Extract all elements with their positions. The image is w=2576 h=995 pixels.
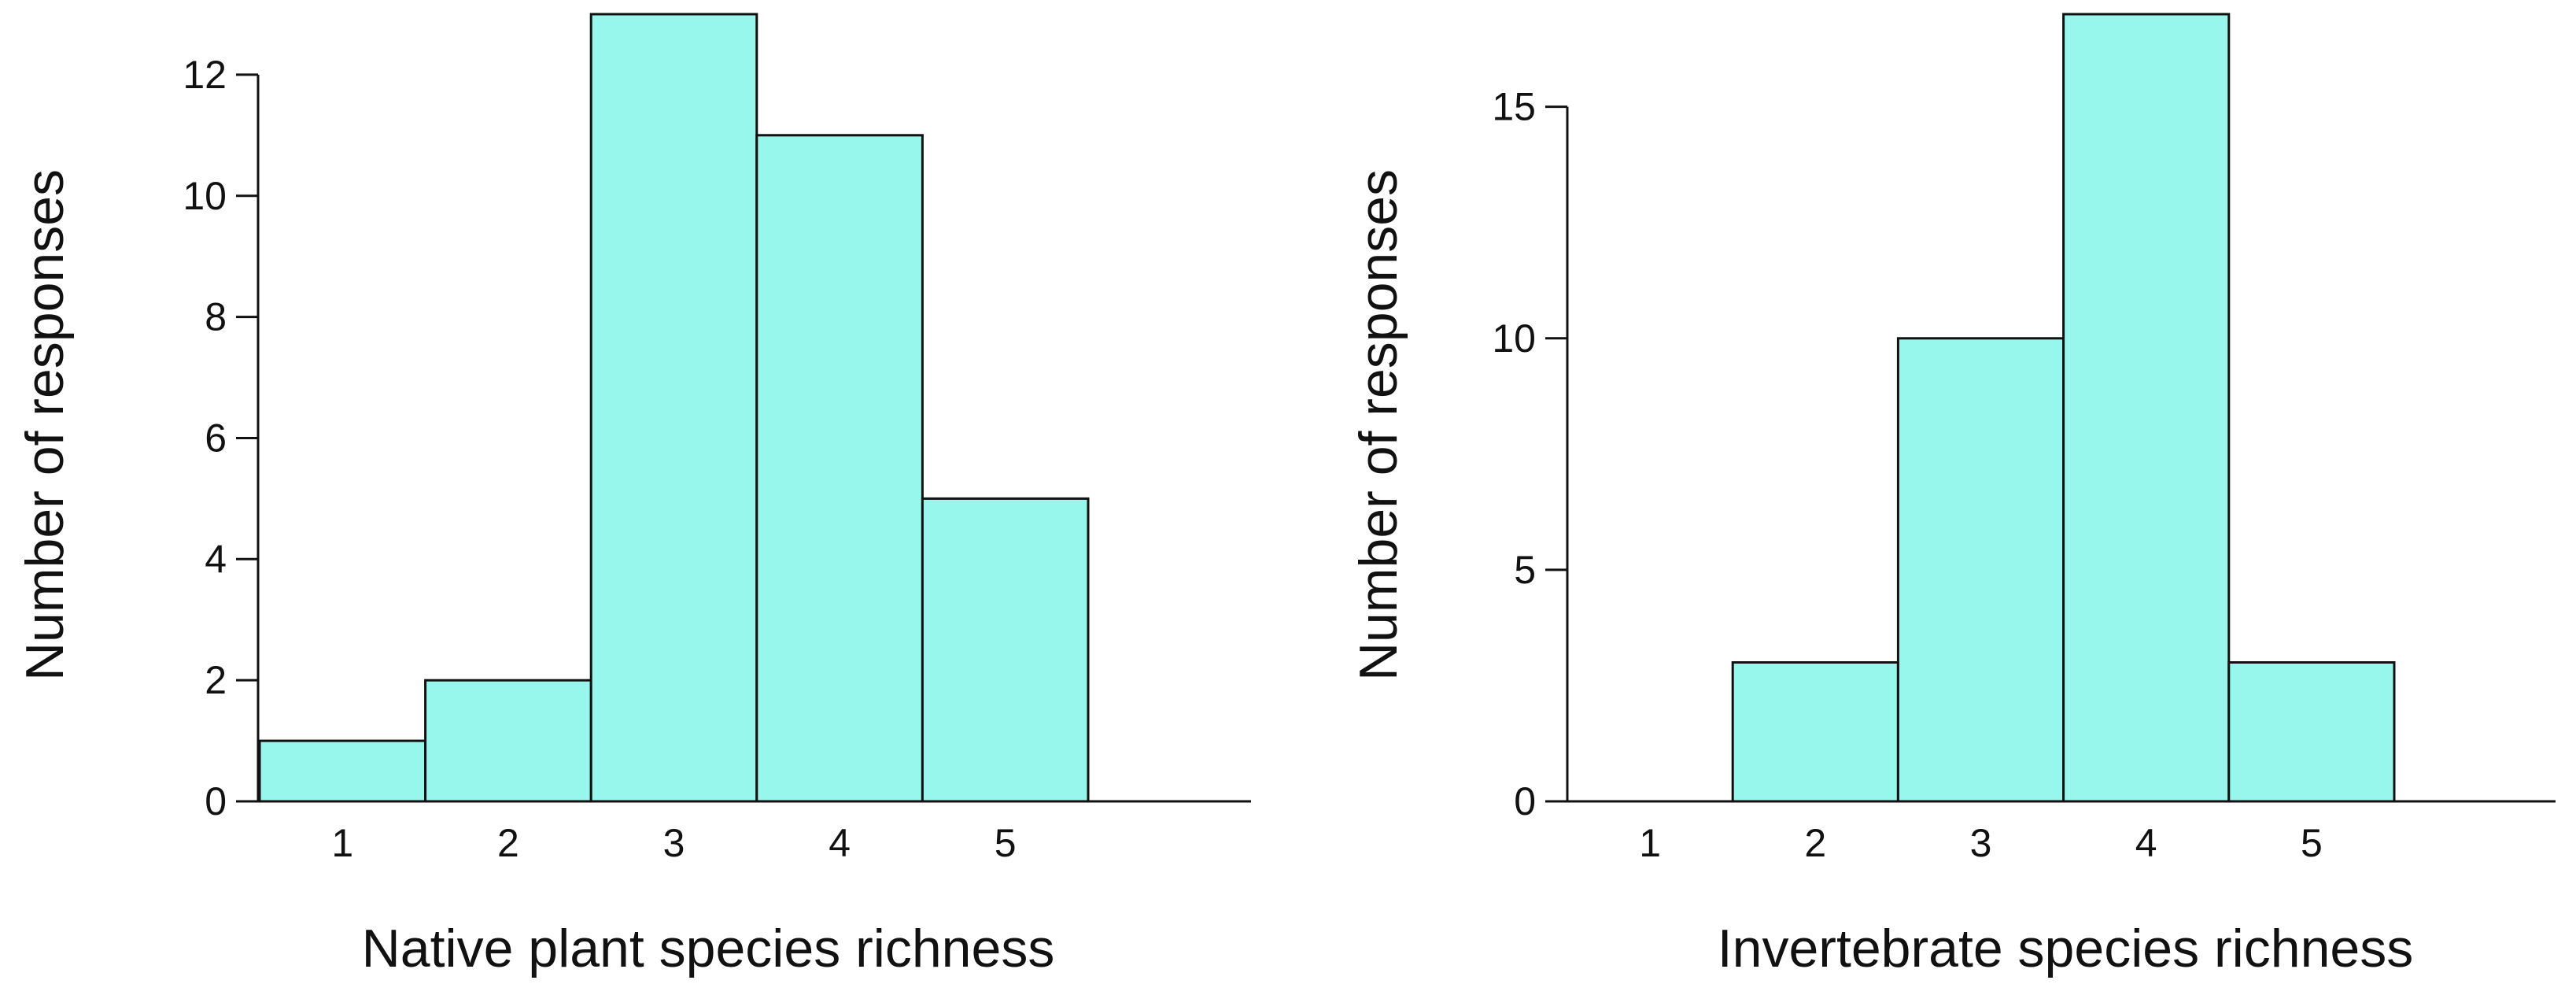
y-axis-title: Number of responses xyxy=(1349,169,1408,681)
bar-4 xyxy=(2062,13,2231,803)
y-tick-label-8: 8 xyxy=(205,295,227,339)
x-axis-title: Invertebrate species richness xyxy=(1718,919,2413,978)
y-tick-label-6: 6 xyxy=(205,416,227,460)
x-tick-label-4: 4 xyxy=(2135,821,2157,865)
x-axis-title: Native plant species richness xyxy=(362,919,1055,978)
x-tick-label-4: 4 xyxy=(829,821,851,865)
y-tick-label-10: 10 xyxy=(1492,316,1536,361)
x-tick-label-2: 2 xyxy=(1804,821,1826,865)
y-tick-label-4: 4 xyxy=(205,537,227,581)
y-tick-label-0: 0 xyxy=(1514,779,1536,823)
bar-3 xyxy=(1896,337,2065,803)
y-tick-label-5: 5 xyxy=(1514,548,1536,592)
x-tick-label-2: 2 xyxy=(497,821,519,865)
y-tick-label-15: 15 xyxy=(1492,85,1536,129)
y-tick-label-12: 12 xyxy=(183,53,227,97)
x-tick-label-1: 1 xyxy=(331,821,353,865)
bar-2 xyxy=(1731,661,1899,803)
x-tick-label-5: 5 xyxy=(995,821,1017,865)
y-tick-label-2: 2 xyxy=(205,658,227,702)
x-tick-label-5: 5 xyxy=(2301,821,2323,865)
y-tick-label-10: 10 xyxy=(183,174,227,218)
x-tick-label-3: 3 xyxy=(1970,821,1992,865)
x-tick-label-3: 3 xyxy=(663,821,685,865)
bar-3 xyxy=(589,13,758,803)
bar-5 xyxy=(2227,661,2396,803)
bar-1 xyxy=(258,739,427,803)
bar-5 xyxy=(921,497,1090,803)
bar-4 xyxy=(755,134,924,803)
y-axis-title: Number of responses xyxy=(15,169,75,681)
invertebrate-histogram: 0 5 10 15 1 2 3 4 5 Invertebrate species richness… xyxy=(1349,13,2556,978)
bar-2 xyxy=(424,679,592,803)
x-tick-label-1: 1 xyxy=(1639,821,1661,865)
y-tick-label-0: 0 xyxy=(205,779,227,823)
